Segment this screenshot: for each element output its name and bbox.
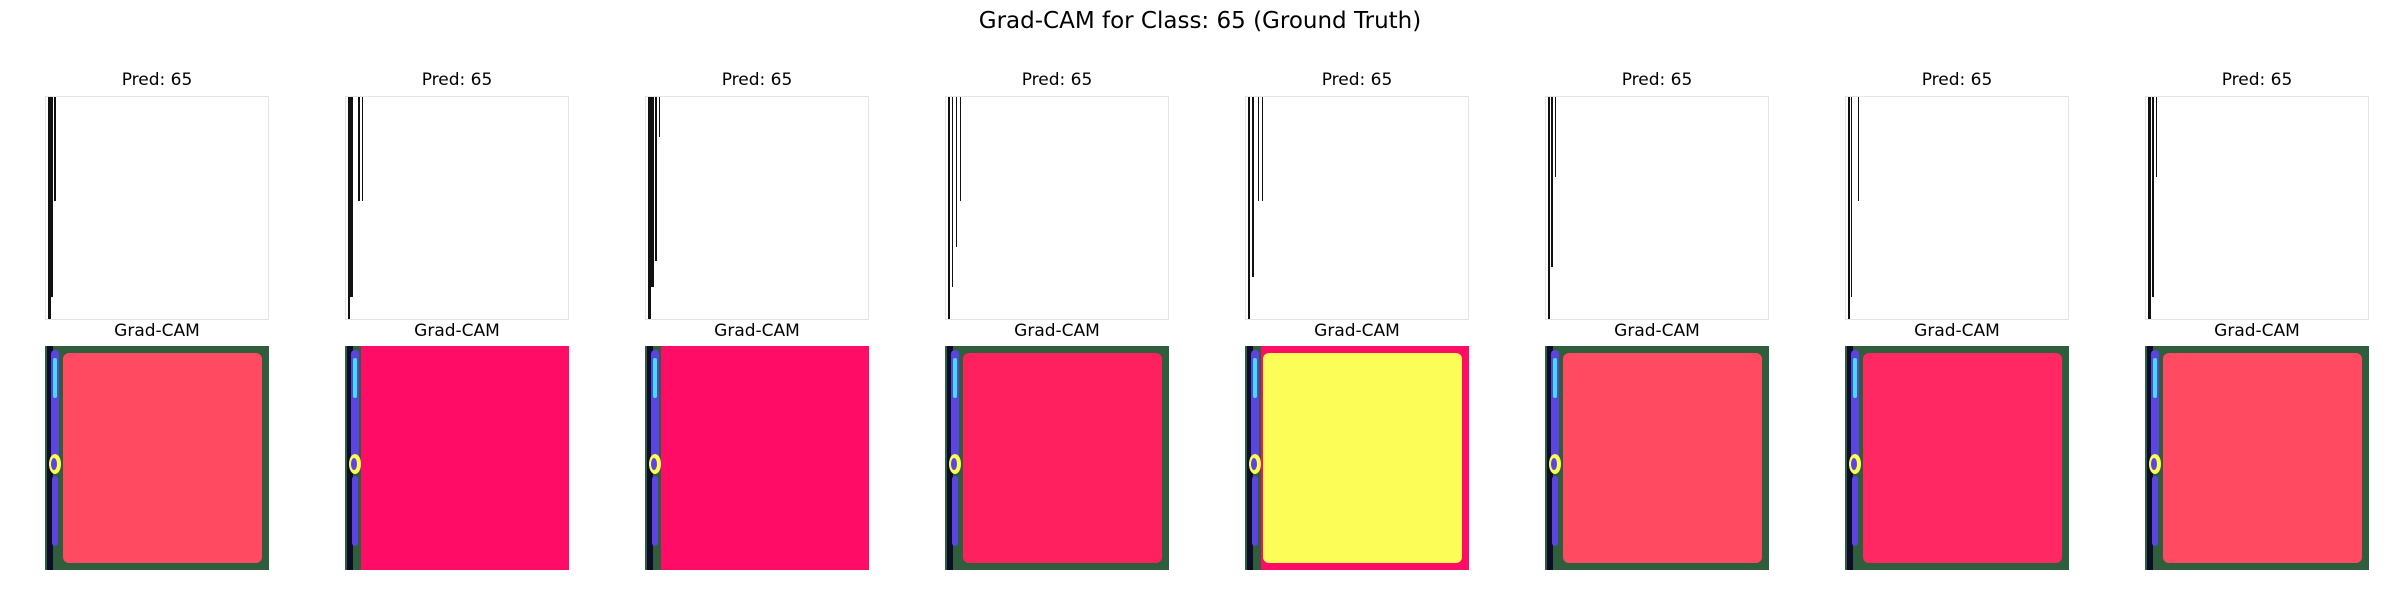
gradcam-heatmap [2145,346,2369,570]
input-image [1545,96,1769,320]
input-image [1845,96,2069,320]
figure-title: Grad-CAM for Class: 65 (Ground Truth) [978,8,1422,34]
gradcam-title: Grad-CAM [114,321,200,341]
input-image [345,96,569,320]
input-image [945,96,1169,320]
prediction-title: Pred: 65 [421,70,493,90]
gradcam-title: Grad-CAM [1914,321,2000,341]
input-image [2145,96,2369,320]
input-image [645,96,869,320]
gradcam-heatmap [645,346,869,570]
gradcam-heatmap [1545,346,1769,570]
prediction-title: Pred: 65 [721,70,793,90]
gradcam-heatmap [45,346,269,570]
gradcam-title: Grad-CAM [1314,321,1400,341]
gradcam-title: Grad-CAM [1014,321,1100,341]
gradcam-title: Grad-CAM [414,321,500,341]
gradcam-heatmap [345,346,569,570]
prediction-title: Pred: 65 [1321,70,1393,90]
prediction-title: Pred: 65 [1021,70,1093,90]
gradcam-heatmap [1245,346,1469,570]
gradcam-title: Grad-CAM [1614,321,1700,341]
gradcam-heatmap [945,346,1169,570]
prediction-title: Pred: 65 [1921,70,1993,90]
input-image [1245,96,1469,320]
prediction-title: Pred: 65 [121,70,193,90]
gradcam-title: Grad-CAM [2214,321,2300,341]
prediction-title: Pred: 65 [2221,70,2293,90]
input-image [45,96,269,320]
gradcam-heatmap [1845,346,2069,570]
gradcam-title: Grad-CAM [714,321,800,341]
prediction-title: Pred: 65 [1621,70,1693,90]
